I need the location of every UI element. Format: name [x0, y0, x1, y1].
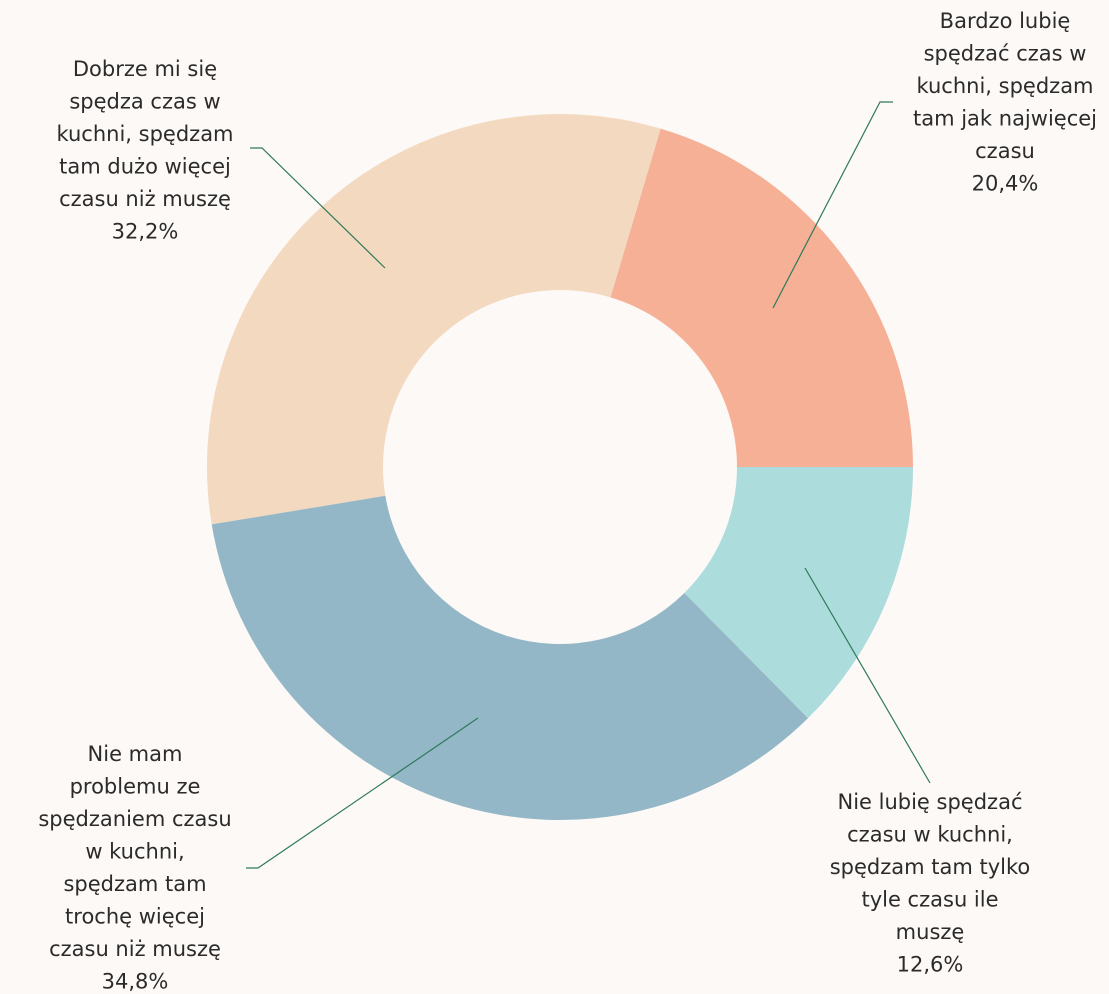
slice-label: kuchni, spędzam — [56, 122, 233, 146]
leader-line — [772, 101, 893, 309]
leader-line — [246, 717, 479, 869]
leader-lines — [246, 101, 931, 869]
slice-label: Nie lubię spędzać — [837, 790, 1022, 814]
slice-label: muszę — [896, 920, 965, 944]
slice-label: tam jak najwięcej — [913, 107, 1097, 131]
labels: Bardzo lubię spędzać czas w kuchni, spędza… — [38, 9, 1097, 994]
leader-line — [250, 147, 386, 269]
slice-label: trochę więcej — [65, 905, 205, 929]
slice-label: czasu w kuchni, — [847, 823, 1013, 847]
value-label: 32,2% — [112, 220, 179, 244]
slice — [207, 114, 661, 525]
slice — [610, 128, 913, 467]
slice-label: tyle czasu ile — [861, 888, 998, 912]
value-label: 12,6% — [897, 953, 964, 977]
slice-label: czasu niż muszę — [49, 937, 221, 961]
slice-label: Bardzo lubię — [940, 9, 1071, 33]
slice-label: tam dużo więcej — [59, 155, 231, 179]
slice-label: spędza czas w — [69, 90, 220, 114]
slice-label: Nie mam — [88, 742, 183, 766]
slice-label: spędzaniem czasu — [38, 807, 231, 831]
slice-label: czasu — [975, 139, 1035, 163]
slice-label: spędzać czas w — [924, 42, 1087, 66]
slice-label: w kuchni, — [85, 840, 184, 864]
slice-label: spędzam tam tylko — [830, 855, 1031, 879]
value-label: 34,8% — [102, 970, 169, 994]
slice — [211, 495, 809, 821]
value-label: 20,4% — [972, 172, 1039, 196]
slices — [207, 114, 913, 821]
slice-label: Dobrze mi się — [73, 57, 217, 81]
slice-label: spędzam tam — [63, 872, 206, 896]
leader-line — [804, 567, 931, 784]
slice-label: problemu ze — [70, 775, 201, 799]
slice-label: kuchni, spędzam — [916, 74, 1093, 98]
slice-label: czasu niż muszę — [59, 187, 231, 211]
